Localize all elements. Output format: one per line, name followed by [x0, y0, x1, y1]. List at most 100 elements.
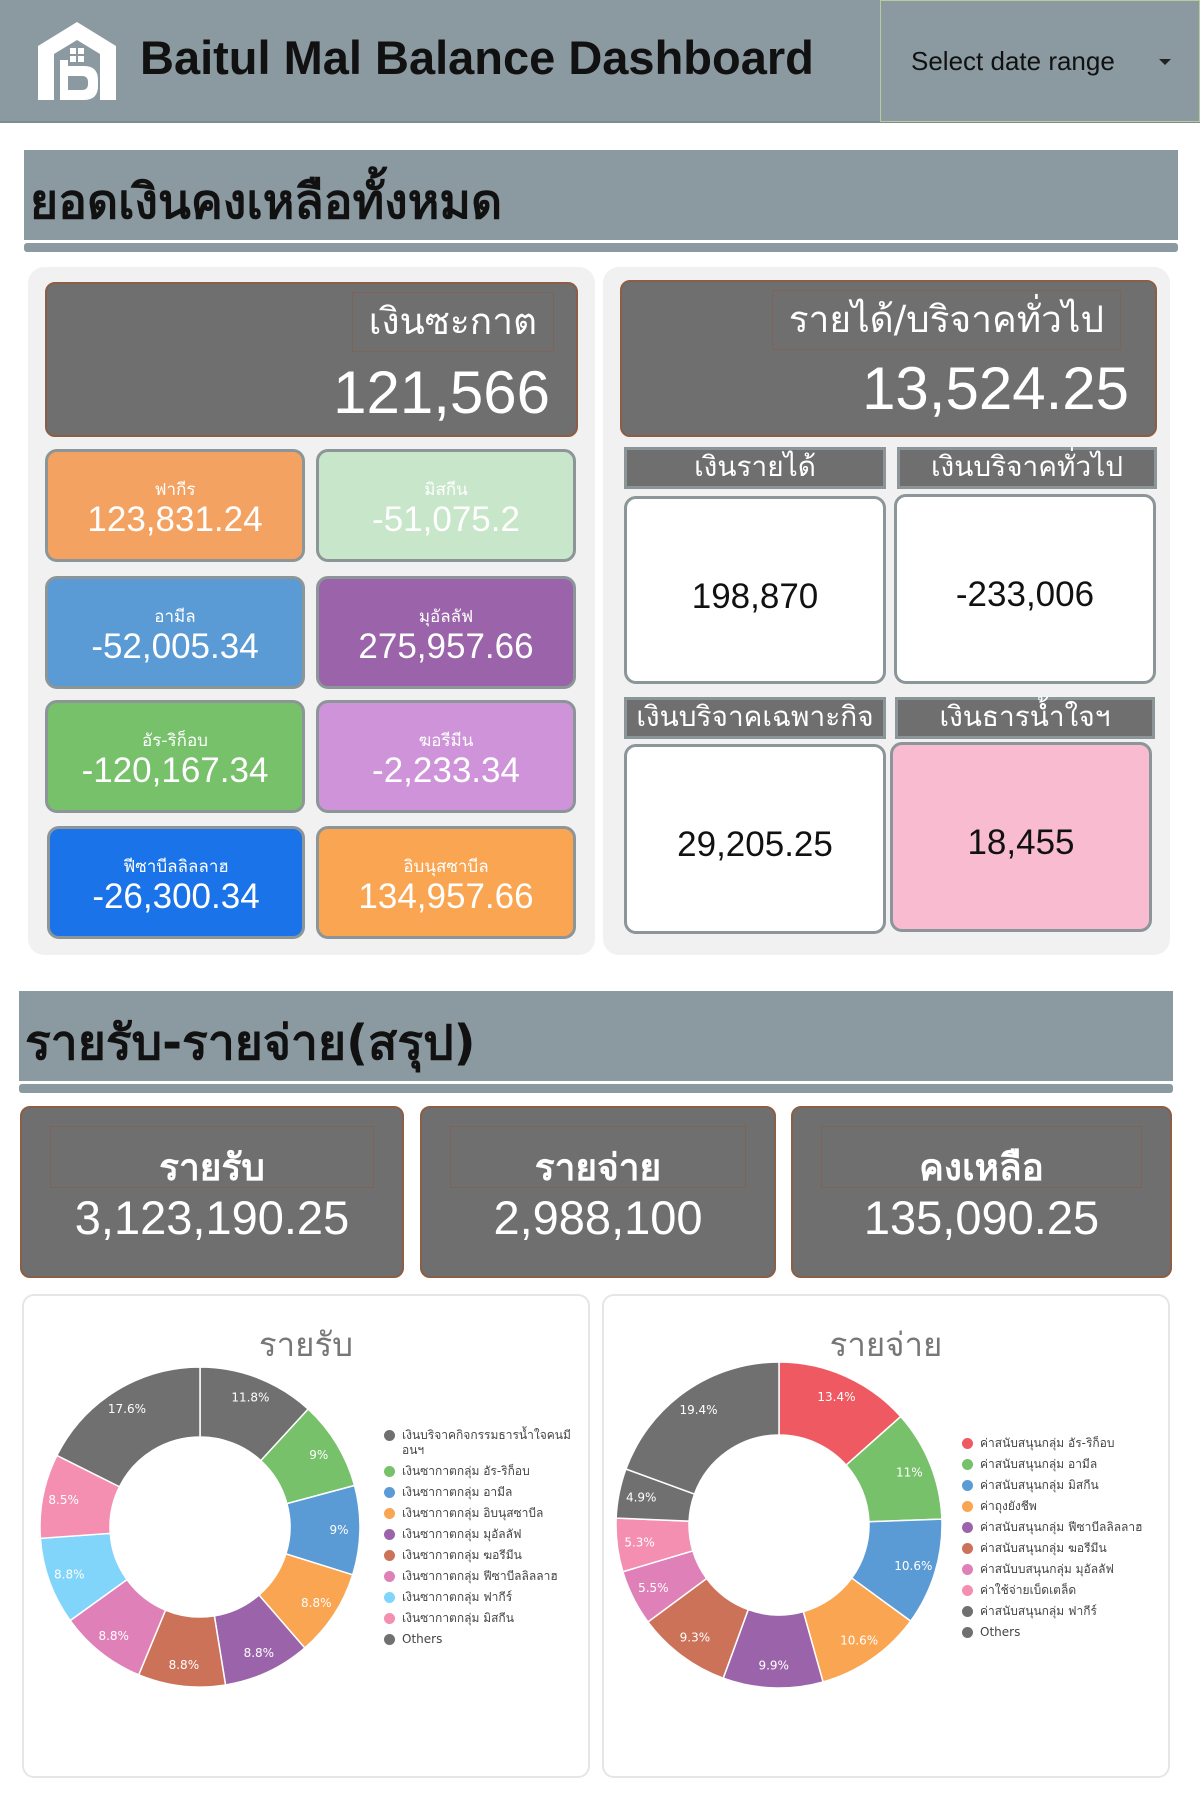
specific-donation-label: เงินบริจาคเฉพาะกิจ: [624, 697, 886, 739]
legend-item[interactable]: เงินซากาตกลุ่ม ฟากีร์: [384, 1590, 592, 1605]
legend-swatch: [384, 1529, 395, 1540]
legend-label: เงินซากาตกลุ่ม อัร-ริก็อบ: [402, 1464, 530, 1478]
legend-label: เงินซากาตกลุ่ม อิบนุสซาบีล: [402, 1506, 544, 1520]
legend-item[interactable]: เงินซากาตกลุ่ม มิสกีน: [384, 1611, 592, 1626]
legend-item[interactable]: Others: [384, 1632, 592, 1647]
general-total-value: 13,524.25: [862, 355, 1129, 422]
legend-item[interactable]: ค่าสนับสนุนกลุ่ม อามีล: [962, 1457, 1170, 1472]
legend-item[interactable]: เงินซากาตกลุ่ม อิบนุสซาบีล: [384, 1506, 592, 1521]
legend-item[interactable]: เงินบริจาคกิจกรรมธารน้ำใจคนมีอนฯ: [384, 1428, 592, 1458]
summary-balance-value: 135,090.25: [863, 1191, 1100, 1244]
section-title-text: ยอดเงินคงเหลือทั้งหมด: [30, 174, 503, 230]
summary-expense-label: รายจ่าย: [534, 1146, 662, 1189]
section-divider: [19, 1084, 1173, 1093]
zakat-total-value: 121,566: [333, 359, 550, 426]
summary-expense-card: รายจ่าย 2,988,100: [420, 1106, 776, 1278]
legend-swatch: [384, 1634, 395, 1645]
legend-item[interactable]: เงินซากาตกลุ่ม อามีล: [384, 1485, 592, 1500]
donut-slice-label: 10.6%: [894, 1559, 932, 1573]
legend-item[interactable]: เงินซากาตกลุ่ม อัร-ริก็อบ: [384, 1464, 592, 1479]
zakat-tile-label: อามีล: [154, 607, 196, 627]
donut-slice-label: 4.9%: [626, 1491, 657, 1505]
donut-slice-label: 13.4%: [817, 1390, 855, 1404]
legend-item[interactable]: ค่าใช้จ่ายเบ็ดเตล็ด: [962, 1583, 1170, 1598]
general-donation-box: -233,006: [894, 494, 1156, 684]
donut-slice[interactable]: [624, 1361, 780, 1496]
donut-slice-label: 8.8%: [244, 1646, 275, 1660]
legend-item[interactable]: ค่าสนับสนุนกลุ่ม ฆอรีมีน: [962, 1541, 1170, 1556]
legend-label: ค่าสนับสนุนกลุ่ม ฟีซาบีลลิลลาฮ: [980, 1520, 1143, 1534]
zakat-tile-faqir: ฟากีร 123,831.24: [45, 449, 305, 562]
legend-swatch: [384, 1550, 395, 1561]
chevron-down-icon: [1159, 59, 1171, 65]
zakat-tile-value: 134,957.66: [358, 877, 534, 916]
legend-item[interactable]: เงินซากาตกลุ่ม มุอัลลัฟ: [384, 1527, 592, 1542]
legend-item[interactable]: ค่าสนับบสนุนกลุ่ม มุอัลลัฟ: [962, 1562, 1170, 1577]
zakat-tile-value: 275,957.66: [358, 627, 534, 666]
legend-item[interactable]: ค่าสนับสนุนกลุ่ม อัร-ริก็อบ: [962, 1436, 1170, 1451]
donut-slice-label: 8.8%: [301, 1596, 332, 1610]
legend-swatch: [962, 1501, 973, 1512]
legend-item[interactable]: ค่าถุงยังชีพ: [962, 1499, 1170, 1514]
zakat-tile-label: อิบนุสซาบีล: [403, 857, 489, 877]
donut-slice-label: 5.3%: [624, 1535, 655, 1549]
expense-chart-card: รายจ่าย 13.4% 11% 10.6% 10.6% 9.9% 9.3% 5.5% 5.…: [602, 1294, 1170, 1778]
charity-fund-label: เงินธารน้ำใจฯ: [895, 697, 1155, 739]
zakat-tile-label: มุอัลลัฟ: [418, 607, 474, 627]
summary-income-frame: [50, 1126, 374, 1188]
zakat-tile-value: -120,167.34: [81, 751, 269, 790]
legend-label: ค่าใช้จ่ายเบ็ดเตล็ด: [980, 1583, 1077, 1597]
legend-swatch: [962, 1522, 973, 1533]
section-title-balance: ยอดเงินคงเหลือทั้งหมด: [24, 150, 1178, 240]
summary-income-label: รายรับ: [159, 1146, 265, 1189]
legend-label: ค่าสนับสนุนกลุ่ม ฟากีร์: [980, 1604, 1097, 1618]
zakat-tile-miskin: มิสกีน -51,075.2: [316, 449, 576, 562]
donut-slice-label: 9%: [329, 1523, 348, 1537]
summary-balance-frame: [821, 1126, 1142, 1188]
donut-slice[interactable]: [55, 1366, 201, 1488]
zakat-tile-label: ฆอรีมีน: [418, 731, 474, 751]
legend-item[interactable]: ค่าสนับสนุนกลุ่ม ฟากีร์: [962, 1604, 1170, 1619]
zakat-tile-value: -51,075.2: [372, 500, 520, 539]
income-chart-legend: เงินบริจาคกิจกรรมธารน้ำใจคนมีอนฯเงินซากา…: [384, 1428, 592, 1653]
legend-swatch: [962, 1606, 973, 1617]
donut-slice-label: 5.5%: [638, 1581, 669, 1595]
legend-item[interactable]: ค่าสนับสนุนกลุ่ม ฟีซาบีลลิลลาฮ: [962, 1520, 1170, 1535]
date-range-label: Select date range: [911, 46, 1115, 76]
zakat-tile-label: ฟากีร: [154, 480, 196, 500]
legend-swatch: [384, 1613, 395, 1624]
legend-label: เงินซากาตกลุ่ม ฟากีร์: [402, 1590, 513, 1604]
legend-label: ค่าสนับสนุนกลุ่ม อามีล: [980, 1457, 1098, 1471]
specific-donation-box: 29,205.25: [624, 744, 886, 934]
legend-label: ค่าสนับบสนุนกลุ่ม มุอัลลัฟ: [980, 1562, 1114, 1576]
summary-expense-frame: [450, 1126, 746, 1188]
section-title-text: รายรับ-รายจ่าย(สรุป): [25, 1015, 476, 1071]
donut-slice-label: 10.6%: [840, 1633, 878, 1647]
legend-item[interactable]: Others: [962, 1625, 1170, 1640]
donut-slice-label: 11.8%: [231, 1390, 269, 1404]
legend-swatch: [962, 1627, 973, 1638]
date-range-select[interactable]: Select date range: [880, 0, 1200, 122]
income-value: 198,870: [691, 577, 819, 616]
general-donation-value: -233,006: [955, 575, 1095, 614]
zakat-tile-label: มิสกีน: [424, 480, 468, 500]
legend-label: เงินบริจาคกิจกรรมธารน้ำใจคนมีอนฯ: [402, 1428, 571, 1457]
legend-label: เงินซากาตกลุ่ม ฟีซาบีลลิลลาฮ: [402, 1569, 558, 1583]
legend-swatch: [962, 1438, 973, 1449]
zakat-tile-amil: อามีล -52,005.34: [45, 576, 305, 689]
zakat-tile-value: 123,831.24: [87, 500, 263, 539]
legend-item[interactable]: เงินซากาตกลุ่ม ฟีซาบีลลิลลาฮ: [384, 1569, 592, 1584]
donut-slice-label: 8.8%: [98, 1629, 128, 1643]
legend-swatch: [384, 1466, 395, 1477]
legend-swatch: [384, 1430, 395, 1441]
income-chart-card: รายรับ 11.8% 9% 9% 8.8% 8.8% 8.8% 8.8% 8.8% 8.5%…: [22, 1294, 590, 1778]
specific-donation-value: 29,205.25: [677, 825, 833, 864]
section-divider: [24, 243, 1178, 252]
income-box: 198,870: [624, 496, 886, 684]
legend-item[interactable]: ค่าสนับสนุนกลุ่ม มิสกีน: [962, 1478, 1170, 1493]
general-donation-label: เงินบริจาคทั่วไป: [897, 447, 1157, 489]
legend-item[interactable]: เงินซากาตกลุ่ม ฆอรีมีน: [384, 1548, 592, 1563]
donut-slice-label: 9%: [309, 1448, 328, 1462]
zakat-tile-riqab: อัร-ริก็อบ -120,167.34: [45, 700, 305, 813]
legend-label: ค่าถุงยังชีพ: [980, 1499, 1037, 1513]
